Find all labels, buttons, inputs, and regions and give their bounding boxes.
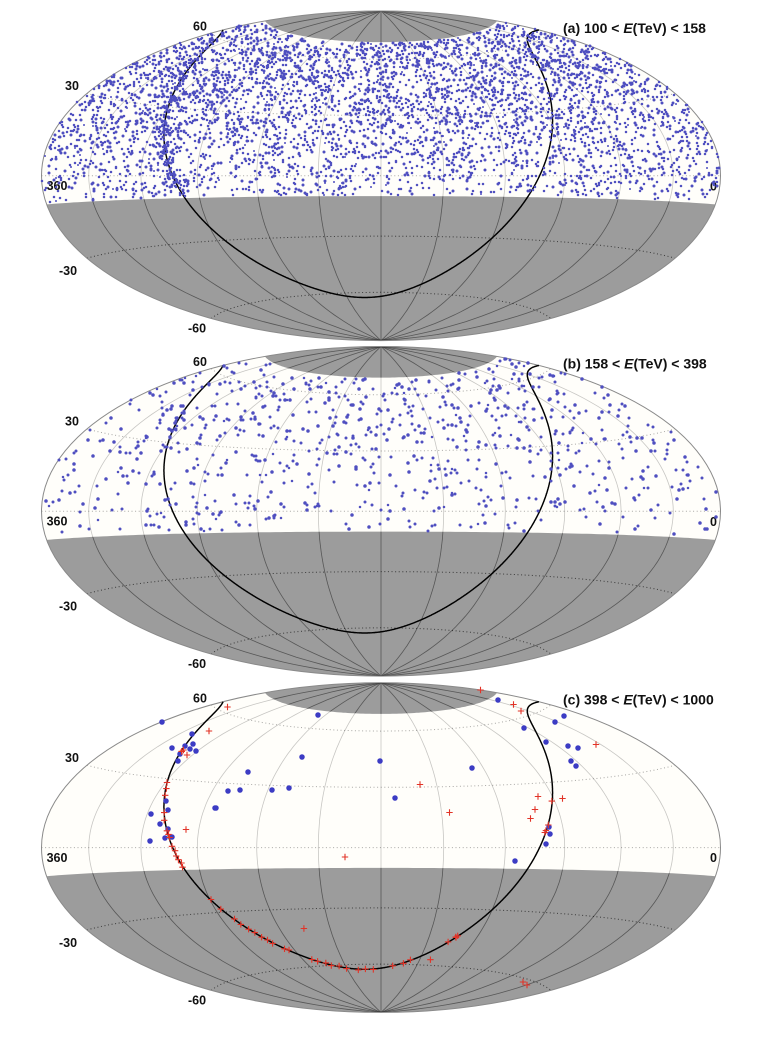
svg-text:(a) 100 < E(TeV) < 158: (a) 100 < E(TeV) < 158: [563, 20, 706, 36]
svg-text:30: 30: [65, 415, 79, 429]
svg-text:-60: -60: [188, 657, 206, 671]
svg-text:(b) 158 < E(TeV) < 398: (b) 158 < E(TeV) < 398: [563, 355, 707, 371]
svg-text:60: 60: [193, 355, 207, 369]
svg-text:60: 60: [193, 691, 207, 705]
svg-text:30: 30: [65, 79, 79, 93]
svg-text:60: 60: [193, 20, 207, 34]
svg-text:360: 360: [47, 515, 68, 529]
svg-text:360: 360: [47, 851, 68, 865]
svg-text:30: 30: [65, 751, 79, 765]
svg-text:0: 0: [710, 515, 717, 529]
svg-text:-30: -30: [59, 264, 77, 278]
svg-text:0: 0: [710, 179, 717, 193]
svg-text:-60: -60: [188, 993, 206, 1007]
svg-text:360: 360: [47, 179, 68, 193]
svg-text:-30: -30: [59, 936, 77, 950]
svg-text:-60: -60: [188, 322, 206, 336]
svg-text:0: 0: [710, 851, 717, 865]
svg-text:(c) 398 < E(TeV) < 1000: (c) 398 < E(TeV) < 1000: [563, 692, 714, 708]
svg-text:-30: -30: [59, 600, 77, 614]
